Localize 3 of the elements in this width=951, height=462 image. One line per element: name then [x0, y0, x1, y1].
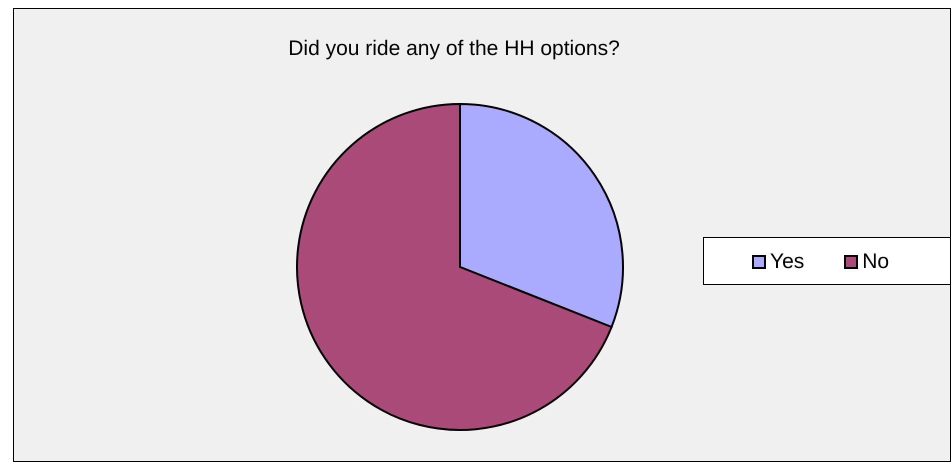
legend-label: No [861, 250, 890, 274]
legend-label: Yes [769, 250, 804, 274]
chart-title: Did you ride any of the HH options? [287, 37, 621, 61]
